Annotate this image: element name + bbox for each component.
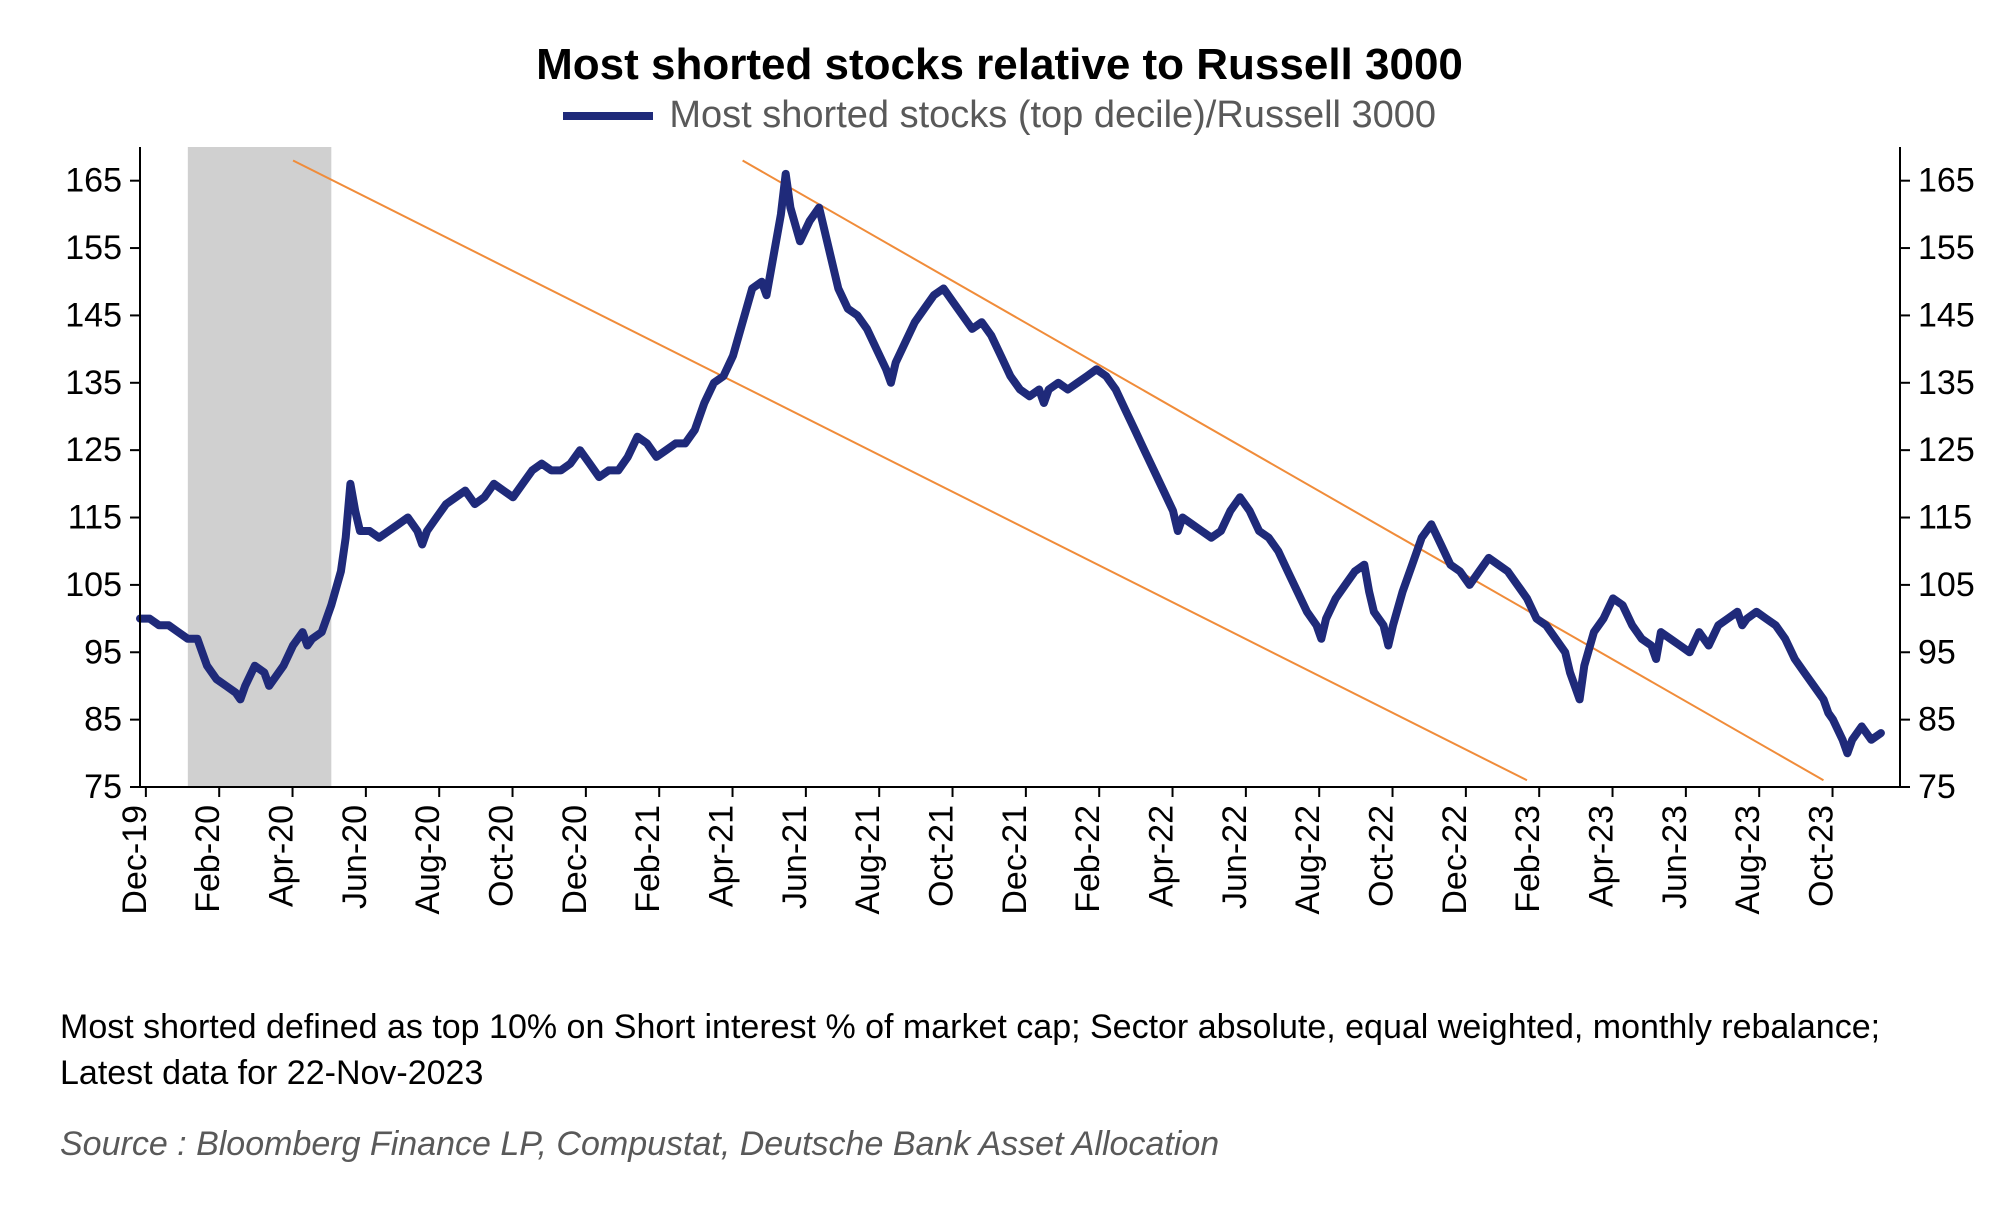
y-tick-label: 115 <box>1918 499 1972 537</box>
y-tick-label: 165 <box>1918 162 1975 200</box>
x-tick-label: Oct-21 <box>923 805 961 907</box>
x-tick-label: Jun-20 <box>336 805 374 909</box>
chart-title: Most shorted stocks relative to Russell … <box>60 40 1939 90</box>
x-tick-label: Jun-23 <box>1656 805 1694 909</box>
x-tick-label: Apr-21 <box>703 805 741 907</box>
y-tick-label: 85 <box>84 701 122 739</box>
x-tick-label: Aug-21 <box>849 805 887 915</box>
y-tick-label: 135 <box>1918 364 1975 402</box>
chart-footnote: Most shorted defined as top 10% on Short… <box>60 1005 1939 1097</box>
y-tick-label: 75 <box>1918 768 1956 806</box>
x-tick-label: Aug-23 <box>1729 805 1767 915</box>
x-tick-label: Jun-22 <box>1216 805 1254 909</box>
chart-legend: Most shorted stocks (top decile)/Russell… <box>60 94 1939 137</box>
y-tick-label: 125 <box>65 431 122 469</box>
y-tick-label: 105 <box>65 566 122 604</box>
x-tick-label: Oct-22 <box>1363 805 1401 907</box>
legend-label: Most shorted stocks (top decile)/Russell… <box>669 94 1436 137</box>
series-line <box>140 174 1881 753</box>
y-tick-label: 155 <box>65 229 122 267</box>
x-tick-label: Aug-22 <box>1289 805 1327 915</box>
legend-line-swatch <box>563 106 653 126</box>
y-tick-label: 125 <box>1918 431 1975 469</box>
y-tick-label: 155 <box>1918 229 1975 267</box>
x-tick-label: Oct-20 <box>483 805 521 907</box>
y-tick-label: 95 <box>84 633 122 671</box>
x-tick-label: Feb-22 <box>1069 805 1107 913</box>
x-tick-label: Dec-22 <box>1436 805 1474 915</box>
chart-source: Source : Bloomberg Finance LP, Compustat… <box>60 1125 1939 1164</box>
x-tick-label: Dec-21 <box>996 805 1034 915</box>
y-tick-label: 75 <box>84 768 122 806</box>
x-tick-label: Aug-20 <box>409 805 447 915</box>
x-tick-label: Jun-21 <box>776 805 814 909</box>
x-tick-label: Apr-22 <box>1143 805 1181 907</box>
line-chart: 75 75 85 85 95 95 105 105 115 115 125 125 135 135 145 1… <box>60 137 1980 997</box>
y-tick-label: 145 <box>65 296 122 334</box>
trend-line <box>293 160 1527 780</box>
recession-band <box>188 147 331 787</box>
trend-line <box>743 160 1824 780</box>
x-tick-label: Feb-21 <box>629 805 667 913</box>
y-tick-label: 135 <box>65 364 122 402</box>
y-tick-label: 115 <box>68 499 122 537</box>
x-tick-label: Oct-23 <box>1803 805 1841 907</box>
y-tick-label: 105 <box>1918 566 1975 604</box>
y-tick-label: 85 <box>1918 701 1956 739</box>
x-tick-label: Feb-20 <box>189 805 227 913</box>
x-tick-label: Dec-20 <box>556 805 594 915</box>
x-tick-label: Apr-20 <box>263 805 301 907</box>
y-tick-label: 95 <box>1918 633 1956 671</box>
x-tick-label: Dec-19 <box>116 805 154 915</box>
x-tick-label: Apr-23 <box>1583 805 1621 907</box>
y-tick-label: 165 <box>65 162 122 200</box>
x-tick-label: Feb-23 <box>1509 805 1547 913</box>
y-tick-label: 145 <box>1918 296 1975 334</box>
